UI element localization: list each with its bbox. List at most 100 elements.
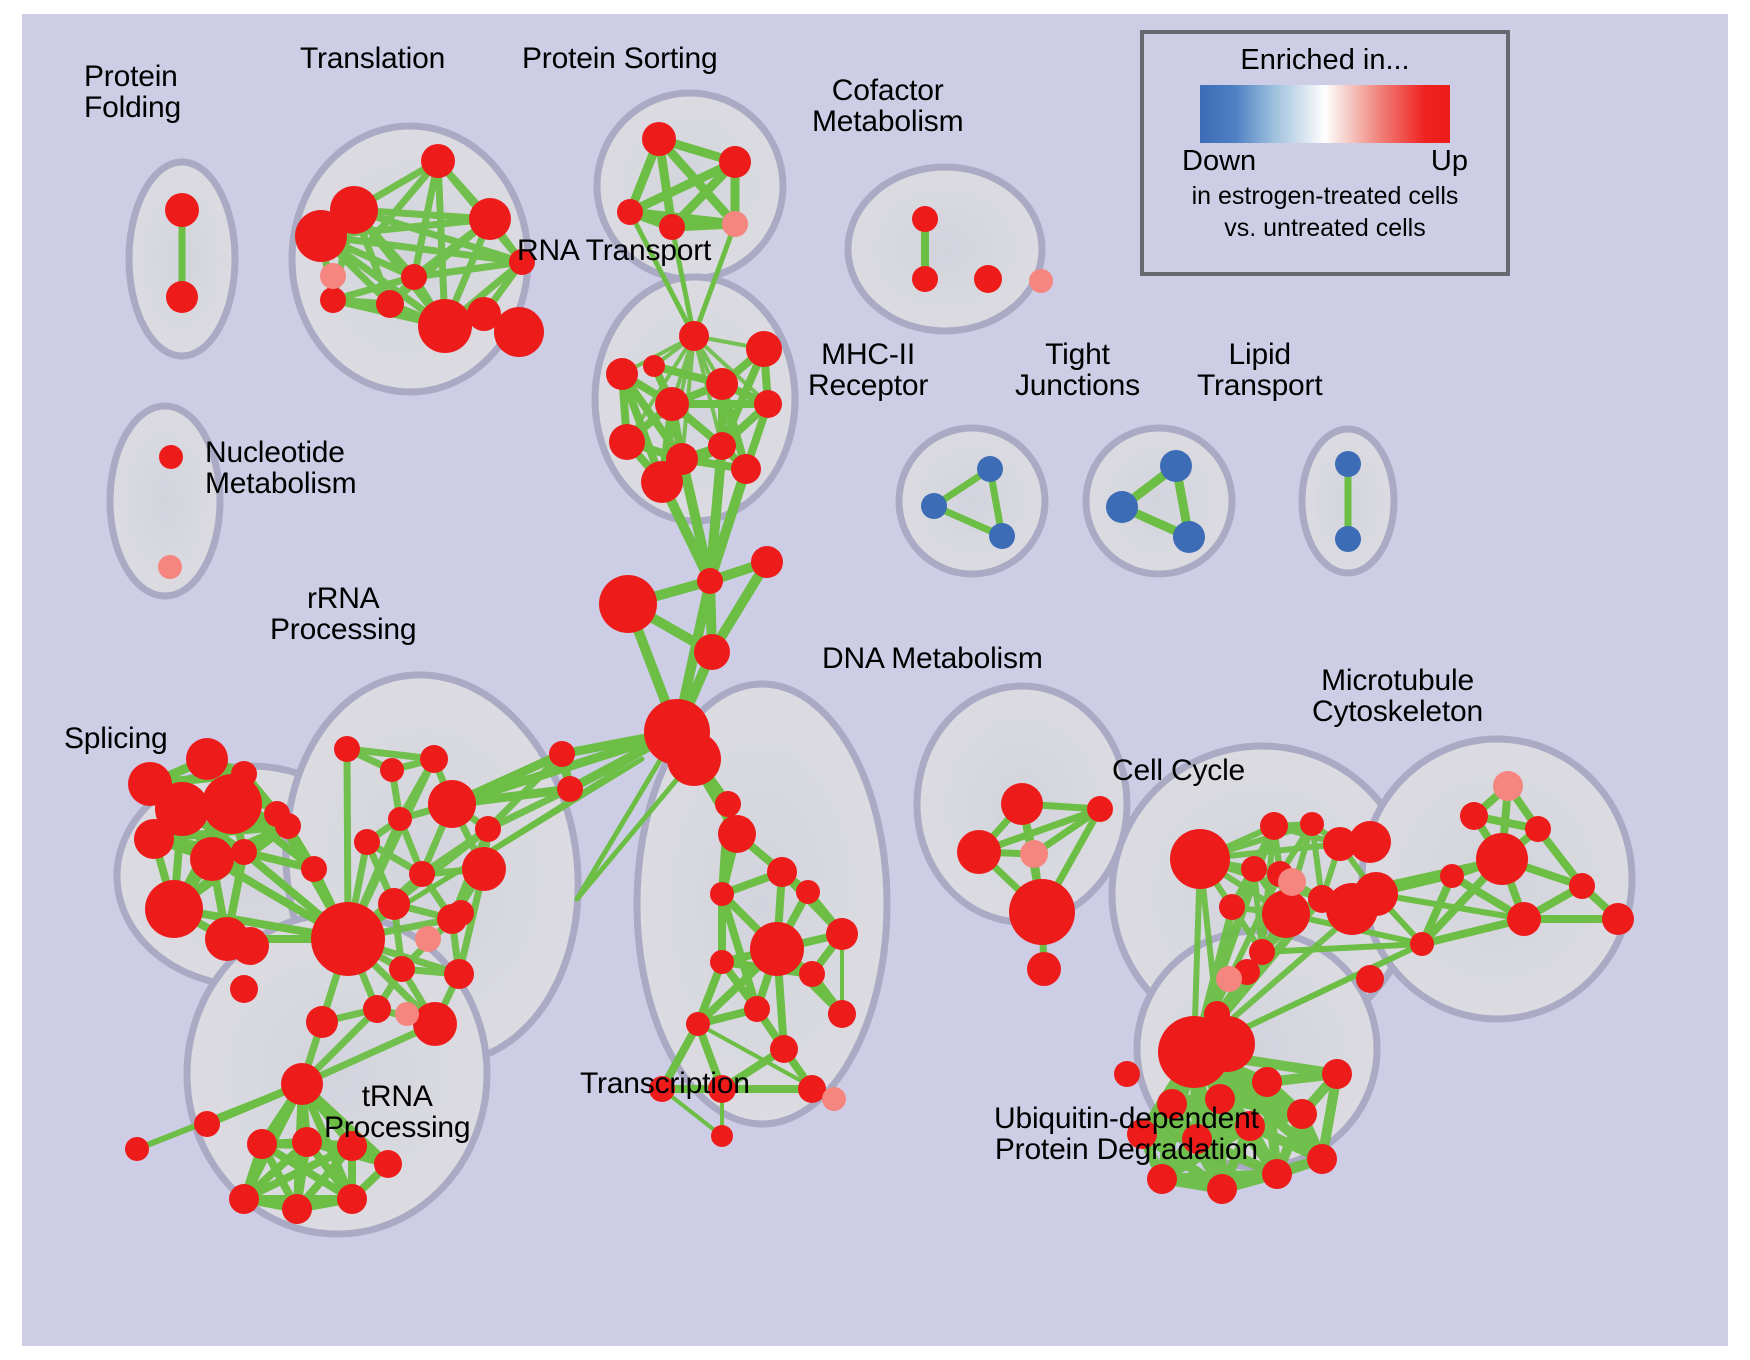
node (718, 815, 756, 853)
node (421, 144, 455, 178)
node (1322, 1059, 1352, 1089)
node (686, 1012, 710, 1036)
node (599, 575, 657, 633)
node (1493, 771, 1523, 801)
cluster-label-cofactor-metabolism: Cofactor Metabolism (812, 74, 964, 138)
node (320, 287, 346, 313)
cluster-label-tight-junctions: Tight Junctions (1015, 338, 1140, 402)
node (134, 819, 174, 859)
node (710, 882, 734, 906)
cluster-label-microtubule-cytoskeleton: Microtubule Cytoskeleton (1312, 664, 1484, 728)
node (826, 918, 858, 950)
node (921, 493, 947, 519)
node (428, 780, 476, 828)
node (1323, 827, 1357, 861)
node (1262, 1159, 1292, 1189)
node (609, 424, 645, 460)
node (467, 297, 501, 331)
node (708, 432, 736, 460)
node (694, 634, 730, 670)
node (731, 454, 761, 484)
node (754, 390, 782, 418)
node (337, 1131, 367, 1161)
node (415, 926, 441, 952)
node (337, 1184, 367, 1214)
node (448, 900, 474, 926)
hull-mhc (895, 424, 1049, 578)
node (710, 950, 734, 974)
node (828, 1000, 856, 1028)
node (1356, 965, 1384, 993)
node (1602, 903, 1634, 935)
node (706, 368, 738, 400)
node (1027, 952, 1061, 986)
node (1249, 939, 1275, 965)
node (145, 880, 203, 938)
node (469, 198, 511, 240)
node (374, 1150, 402, 1178)
node (1252, 1067, 1282, 1097)
node (230, 975, 258, 1003)
node (194, 1111, 220, 1137)
cluster-label-splicing: Splicing (64, 722, 168, 755)
node (641, 461, 683, 503)
node (796, 880, 820, 904)
network-graph (106, 89, 1636, 1238)
node (1278, 868, 1306, 896)
node (1009, 879, 1075, 945)
network-plot-area: Protein Folding Translation Protein Sort… (22, 14, 1728, 1346)
node (1114, 1061, 1140, 1087)
node (1182, 1124, 1212, 1154)
node (462, 847, 506, 891)
legend-caption-line2: vs. untreated cells (1224, 214, 1426, 242)
node (722, 211, 748, 237)
node (401, 264, 427, 290)
node (957, 830, 1001, 874)
cluster-label-translation: Translation (300, 42, 446, 75)
network-nodes (125, 122, 1634, 1224)
node (799, 961, 825, 987)
node (418, 299, 472, 353)
node (125, 1137, 149, 1161)
node (1476, 833, 1528, 885)
legend-box: Enriched in... Down Up in estrogen-treat… (1140, 30, 1510, 276)
node (420, 745, 448, 773)
node (509, 249, 535, 275)
node (1219, 894, 1245, 920)
node (378, 888, 410, 920)
node (912, 266, 938, 292)
node (744, 996, 770, 1022)
cluster-label-mhc-ii-receptor: MHC-II Receptor (808, 338, 929, 402)
node (557, 776, 583, 802)
node (1106, 491, 1138, 523)
cluster-label-nucleotide-metabolism: Nucleotide Metabolism (205, 436, 357, 500)
node (363, 995, 391, 1023)
cluster-label-ubiquitin-protein-degradation: Ubiquitin-dependent Protein Degradation (994, 1102, 1259, 1166)
node (264, 801, 290, 827)
cluster-label-protein-sorting: Protein Sorting (522, 42, 718, 75)
node (1569, 873, 1595, 899)
node (159, 445, 183, 469)
node (974, 265, 1002, 293)
node (746, 331, 782, 367)
node (444, 959, 474, 989)
node (475, 816, 501, 842)
node (311, 902, 385, 976)
cluster-label-dna-metabolism: DNA Metabolism (822, 642, 1043, 675)
legend-low-label: Down (1182, 145, 1257, 177)
node (1127, 1119, 1157, 1149)
node (186, 738, 228, 780)
node (1300, 812, 1324, 836)
node (202, 774, 262, 834)
node (1020, 840, 1048, 868)
hull-cofactor (844, 163, 1046, 335)
node (166, 281, 198, 313)
node (711, 1125, 733, 1147)
node (494, 307, 544, 357)
node (354, 829, 380, 855)
node (1029, 269, 1053, 293)
cluster-label-cell-cycle: Cell Cycle (1112, 754, 1246, 787)
node (158, 555, 182, 579)
node (247, 1129, 277, 1159)
legend-caption-line1: in estrogen-treated cells (1191, 182, 1459, 210)
